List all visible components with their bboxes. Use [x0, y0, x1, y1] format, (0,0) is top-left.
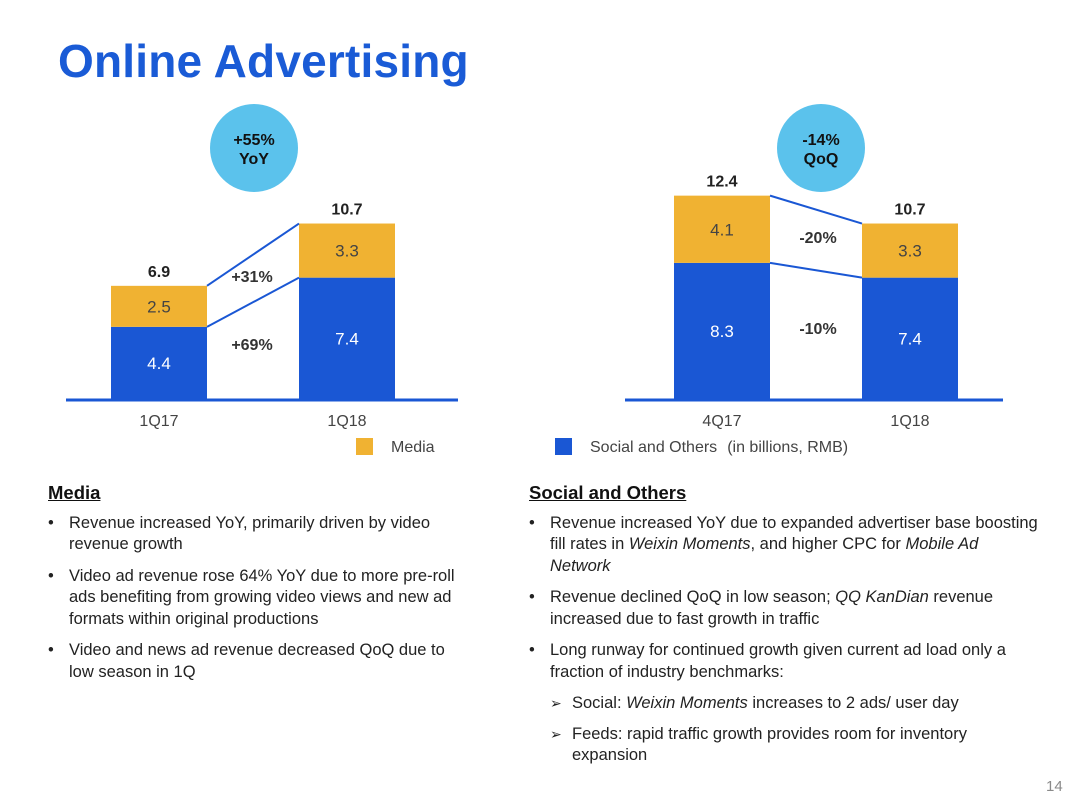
data-label-social: 4.4 — [147, 354, 171, 373]
x-tick-label: 1Q17 — [139, 413, 178, 430]
bar-social-1Q18 — [862, 277, 958, 399]
data-label-media: 3.3 — [335, 242, 359, 261]
bar-media-4Q17 — [674, 195, 770, 263]
legend-unit-note: (in billions, RMB) — [727, 439, 849, 456]
badge-period: QoQ — [804, 151, 839, 168]
badge-value: -14% — [802, 132, 839, 149]
total-label: 10.7 — [894, 202, 925, 219]
media-bullet-3: Video and news ad revenue decreased QoQ … — [48, 640, 468, 683]
legend-social-label: Social and Others — [590, 439, 718, 456]
connector-mid — [206, 276, 300, 328]
social-heading: Social and Others — [529, 482, 687, 503]
growth-label-social: -10% — [799, 321, 836, 338]
growth-badge — [777, 104, 865, 192]
social-sub-bullet-1: ➢ Social: Weixin Moments increases to 2 a… — [529, 693, 1039, 715]
bar-social-1Q17 — [111, 326, 207, 399]
media-section: Media Revenue increased YoY, primarily d… — [48, 482, 468, 693]
total-label: 12.4 — [706, 174, 737, 191]
data-label-media: 3.3 — [898, 242, 922, 261]
data-label-media: 2.5 — [147, 297, 171, 316]
legend-media-label: Media — [391, 439, 435, 456]
charts-area: 4.4 2.5 6.9 1Q17 7.4 3.3 10.7 1Q18 +31% +69% +55% Y… — [66, 104, 1003, 430]
page-title: Online Advertising — [58, 35, 469, 87]
media-bullet-list: Revenue increased YoY, primarily driven … — [48, 513, 468, 684]
x-tick-label: 1Q18 — [890, 413, 929, 430]
social-section: Social and Others Revenue increased YoY … — [529, 482, 1039, 776]
bar-media-1Q18 — [862, 223, 958, 278]
growth-label-social: +69% — [231, 337, 272, 354]
legend-social: Social and Others (in billions, RMB) — [555, 438, 848, 457]
social-bullet-2: Revenue declined QoQ in low season; QQ K… — [529, 587, 1039, 630]
legend-media-swatch — [356, 438, 373, 455]
bar-media-1Q17 — [111, 285, 207, 327]
social-bullet-3: Long runway for continued growth given c… — [529, 640, 1039, 683]
social-bullet-list: Revenue increased YoY due to expanded ad… — [529, 513, 1039, 767]
chart-qoq: 8.3 4.1 12.4 4Q17 7.4 3.3 10.7 1Q18 -20% -10% -14%… — [625, 104, 1003, 430]
connector-top — [769, 194, 863, 225]
data-label-media: 4.1 — [710, 220, 734, 239]
data-label-social: 8.3 — [710, 322, 734, 341]
x-tick-label: 1Q18 — [327, 413, 366, 430]
chart-yoy: 4.4 2.5 6.9 1Q17 7.4 3.3 10.7 1Q18 +31% +69% +55% Y… — [66, 104, 458, 430]
arrow-bullet-icon: ➢ — [550, 725, 562, 742]
legend-media: Media — [356, 438, 435, 457]
bar-social-4Q17 — [674, 262, 770, 399]
bar-media-1Q18 — [299, 223, 395, 278]
x-tick-label: 4Q17 — [702, 413, 741, 430]
data-label-social: 7.4 — [898, 329, 922, 348]
social-sub-bullet-2: ➢ Feeds: rapid traffic growth provides ro… — [550, 724, 967, 765]
total-label: 6.9 — [148, 264, 170, 281]
connector-top — [206, 222, 300, 287]
arrow-bullet-icon: ➢ — [550, 695, 562, 711]
social-bullet-1: Revenue increased YoY due to expanded ad… — [529, 513, 1039, 578]
data-label-social: 7.4 — [335, 329, 359, 348]
growth-label-media: +31% — [231, 269, 272, 286]
growth-label-media: -20% — [799, 230, 836, 247]
total-label: 10.7 — [331, 202, 362, 219]
media-heading: Media — [48, 482, 101, 503]
bar-social-1Q18 — [299, 277, 395, 399]
badge-period: YoY — [239, 151, 269, 168]
growth-badge — [210, 104, 298, 192]
badge-value: +55% — [233, 132, 274, 149]
media-bullet-2: Video ad revenue rose 64% YoY due to mor… — [48, 566, 468, 631]
connector-mid — [769, 261, 863, 279]
page-number: 14 — [1046, 778, 1063, 795]
legend-social-swatch — [555, 438, 572, 455]
media-bullet-1: Revenue increased YoY, primarily driven … — [48, 513, 468, 556]
